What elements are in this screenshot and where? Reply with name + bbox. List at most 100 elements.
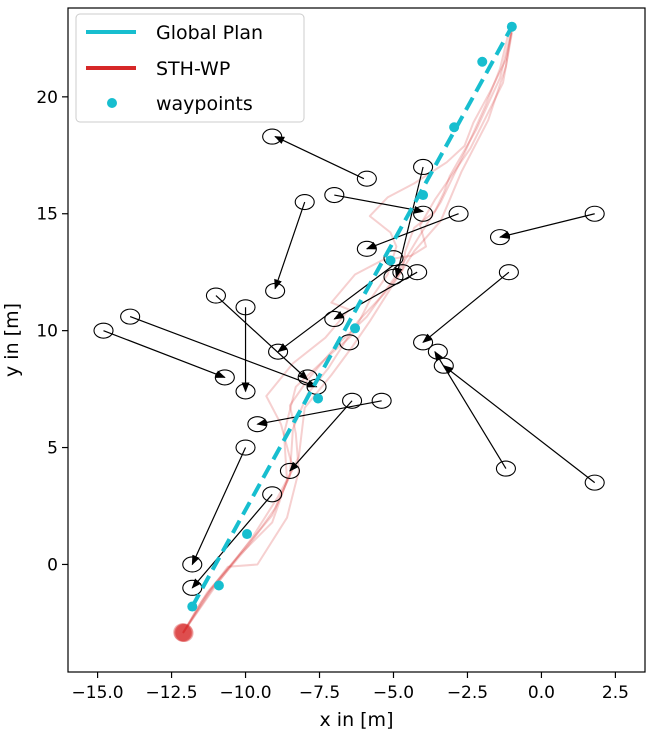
- y-axis-ticks: 0 5 10 15 20: [36, 88, 68, 575]
- pedestrian-arrow-19: [191, 447, 247, 566]
- pedestrian-ellipse-16: [265, 282, 286, 299]
- y-tick-label: 20: [36, 88, 58, 108]
- pedestrian-ellipse-32: [371, 392, 392, 409]
- pedestrian-arrow-18: [442, 365, 596, 484]
- pedestrian-ellipse-8: [584, 205, 605, 222]
- x-axis-label: x in [m]: [320, 709, 394, 731]
- waypoint-3: [242, 529, 253, 540]
- start-marker: [175, 624, 194, 643]
- legend-box: [75, 13, 305, 123]
- sth-wp-trajectory-1: [182, 30, 510, 634]
- x-tick-label: −15.0: [72, 683, 124, 703]
- y-tick-label: 15: [36, 205, 58, 225]
- pedestrian-ellipse-18: [235, 299, 256, 316]
- pedestrian-ellipse-23: [413, 334, 434, 351]
- pedestrian-ellipse-17: [205, 287, 226, 304]
- pedestrian-ellipse-19: [324, 310, 345, 328]
- sth-wp-trajectory-4: [182, 32, 513, 634]
- y-tick-label: 10: [36, 322, 58, 342]
- start-marker: [174, 624, 192, 643]
- waypoint-7: [418, 190, 429, 201]
- global-plan-line: [190, 25, 514, 608]
- pedestrian-arrow-8: [422, 271, 510, 343]
- pedestrian-arrow-3: [274, 201, 306, 290]
- pedestrian-arrow-11: [103, 330, 226, 378]
- x-tick-label: −7.5: [299, 683, 340, 703]
- pedestrian-ellipse-15: [383, 268, 404, 285]
- pedestrian-ellipse-35: [279, 462, 300, 479]
- pedestrian-ellipse-36: [495, 460, 516, 477]
- global-plan-group: [190, 25, 514, 608]
- sth-wp-trajectory-3: [182, 28, 513, 634]
- sth-wp-trajectory-5: [182, 28, 513, 634]
- start-marker: [174, 623, 193, 642]
- pedestrian-ellipse-34: [235, 439, 256, 456]
- pedestrian-ellipse-33: [247, 416, 268, 433]
- pedestrian-arrow-13: [215, 295, 309, 381]
- pedestrian-ellipse-2: [356, 170, 377, 187]
- pedestrian-ellipse-11: [383, 250, 404, 267]
- waypoint-6: [385, 255, 396, 266]
- pedestrian-arrow-15: [256, 400, 382, 427]
- x-tick-label: −10.0: [219, 683, 271, 703]
- pedestrian-ellipse-20: [120, 308, 141, 325]
- pedestrian-arrow-10: [277, 264, 394, 353]
- waypoint-9: [477, 56, 488, 67]
- pedestrian-ellipse-37: [584, 474, 605, 491]
- x-tick-label: −2.5: [447, 683, 488, 703]
- pedestrian-arrow-20: [191, 493, 273, 589]
- waypoint-1: [187, 601, 198, 612]
- pedestrian-ellipse-30: [235, 383, 256, 400]
- waypoint-5: [350, 323, 361, 334]
- x-tick-label: 2.5: [602, 683, 629, 703]
- pedestrian-ellipse-7: [448, 205, 469, 222]
- legend-swatch-waypoints: [107, 98, 117, 108]
- pedestrian-ellipse-4: [294, 194, 315, 211]
- waypoint-2: [213, 580, 224, 591]
- pedestrian-arrow-1: [274, 136, 365, 180]
- pedestrian-ellipse-10: [356, 240, 377, 257]
- pedestrian-ellipse-40: [182, 579, 203, 596]
- pedestrian-arrow-6: [394, 166, 424, 278]
- pedestrian-ellipse-39: [182, 556, 203, 573]
- sth-wp-trajectories: [182, 28, 513, 634]
- x-tick-label: −12.5: [146, 683, 198, 703]
- pedestrian-ellipse-1: [262, 128, 283, 145]
- waypoint-4: [313, 393, 324, 404]
- pedestrian-ellipse-24: [268, 343, 289, 360]
- pedestrian-arrow-5: [499, 213, 595, 239]
- start-marker: [173, 623, 192, 642]
- pedestrian-ellipses: [93, 128, 605, 596]
- y-axis-label: y in [m]: [1, 303, 23, 377]
- legend: Global Plan STH-WP waypoints: [75, 13, 305, 123]
- pedestrian-ellipse-27: [214, 369, 235, 386]
- waypoint-10: [506, 21, 517, 32]
- legend-label-waypoints: waypoints: [156, 93, 253, 115]
- pedestrian-ellipse-6: [413, 205, 434, 222]
- pedestrian-arrow-2: [334, 194, 425, 214]
- legend-label-sth-wp: STH-WP: [156, 58, 230, 80]
- start-marker-group: [173, 623, 194, 643]
- plot-frame: [67, 7, 646, 673]
- pedestrian-ellipse-9: [489, 229, 511, 246]
- pedestrian-arrow-12: [129, 316, 318, 388]
- pedestrian-ellipse-38: [262, 486, 283, 503]
- pedestrian-arrows: [103, 136, 596, 589]
- pedestrian-ellipse-14: [407, 264, 428, 281]
- pedestrian-ellipse-26: [433, 357, 454, 374]
- waypoint-8: [449, 122, 460, 133]
- pedestrian-arrow-4: [365, 213, 459, 250]
- x-tick-label: −5.0: [373, 683, 414, 703]
- pedestrian-ellipse-25: [427, 343, 448, 360]
- pedestrian-ellipse-12: [498, 264, 519, 281]
- pedestrian-ellipse-5: [413, 158, 434, 176]
- waypoints-group: [187, 21, 517, 612]
- pedestrian-ellipse-31: [342, 392, 363, 409]
- y-tick-label: 5: [47, 439, 58, 459]
- legend-label-global-plan: Global Plan: [156, 22, 263, 44]
- x-axis-ticks: −15.0 −12.5 −10.0 −7.5 −5.0 −2.5 0.0 2.5: [72, 672, 629, 703]
- pedestrian-ellipse-3: [324, 186, 345, 204]
- pedestrian-ellipse-21: [93, 322, 114, 339]
- x-tick-label: 0.0: [528, 683, 555, 703]
